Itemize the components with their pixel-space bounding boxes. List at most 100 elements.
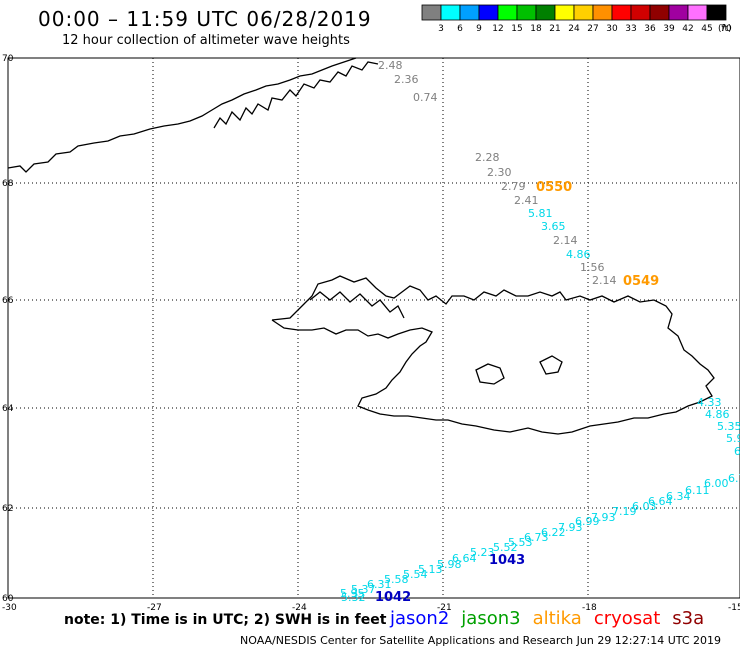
- iceland-westfjords: [309, 291, 405, 319]
- map-frame: [7, 57, 740, 599]
- wave-height-label: 0.74: [413, 91, 438, 104]
- colorbar-swatch: [611, 4, 632, 21]
- wave-height-label: 5.58: [384, 573, 409, 586]
- wave-height-label: 7.93: [558, 521, 583, 534]
- iceland-coastline: [271, 275, 715, 435]
- colorbar-swatch: [421, 4, 442, 21]
- wave-height-label: 4.33: [697, 396, 722, 409]
- colorbar-swatch: [706, 4, 727, 21]
- colorbar-unit: (ft): [718, 24, 732, 34]
- wave-height-label: 6.73: [524, 531, 549, 544]
- wave-height-label: 5.95: [340, 587, 365, 600]
- page-subtitle: 12 hour collection of altimeter wave hei…: [62, 33, 350, 48]
- colorbar-legend: 3 6 9 12 15 18 21 24 27 30 33 36 39 42 45 70(ft): [421, 4, 732, 34]
- colorbar-swatch: [573, 4, 594, 21]
- lat-tick-label: 70: [2, 54, 14, 64]
- pass-time-labels: 0550 0549 1043 1042: [375, 180, 659, 605]
- greenland-coastline: [7, 57, 357, 173]
- colorbar-tick-label: 6: [457, 24, 463, 34]
- pass-time-label: 0549: [623, 274, 659, 289]
- wave-height-label: 2.14: [553, 234, 578, 247]
- satellite-legend-item: cryosat: [593, 608, 661, 629]
- wave-height-label: 2.30: [487, 166, 512, 179]
- lat-tick-label: 60: [2, 594, 14, 604]
- wave-height-label: 6.00: [704, 477, 729, 490]
- colorbar-swatch: [516, 4, 537, 21]
- iceland-lake: [475, 363, 505, 385]
- wave-height-label: 5.52: [493, 541, 518, 554]
- wave-height-label: 3.65: [541, 220, 566, 233]
- coastline: [7, 57, 715, 435]
- lon-tick-label: -15: [728, 603, 740, 613]
- wave-height-label: 2.36: [394, 73, 419, 86]
- lon-tick-label: -30: [2, 603, 17, 613]
- colorbar-tick-label: 3: [438, 24, 444, 34]
- greenland-inlets: [213, 61, 379, 129]
- wave-height-label: 5.98: [437, 558, 462, 571]
- colorbar-tick-label: 24: [568, 24, 580, 34]
- wave-height-label: 2.14: [592, 274, 617, 287]
- wave-height-label: 5.81: [528, 207, 553, 220]
- lat-tick-label: 66: [2, 296, 14, 306]
- satellite-legend-item: jason2: [390, 608, 450, 629]
- wave-height-label: 7.93: [591, 511, 616, 524]
- colorbar-swatch: [687, 4, 708, 21]
- wave-height-label: 5.54: [403, 568, 428, 581]
- axis-labels: 70 68 66 64 62 60-30 -27 -24 -21 -18 -15: [2, 54, 740, 613]
- colorbar-swatch: [668, 4, 689, 21]
- wave-height-label: 5.13: [418, 563, 443, 576]
- lon-tick-label: -27: [147, 603, 162, 613]
- colorbar-tick-label: 9: [476, 24, 482, 34]
- colorbar-tick-label: 15: [511, 24, 522, 34]
- colorbar-swatch: [630, 4, 651, 21]
- lon-tick-label: -21: [437, 603, 452, 613]
- wave-height-label: 2.48: [378, 59, 403, 72]
- colorbar-swatch: [478, 4, 499, 21]
- wave-height-label: 5.9: [726, 432, 740, 445]
- wave-height-label: 6.11: [685, 484, 710, 497]
- wave-height-label: 4.86: [705, 408, 730, 421]
- lat-tick-label: 68: [2, 179, 14, 189]
- lon-tick-label: -24: [292, 603, 307, 613]
- wave-height-label: 2.79: [501, 180, 526, 193]
- colorbar-tick-label: 12: [492, 24, 503, 34]
- wave-height-label: 7.19: [612, 505, 637, 518]
- pass-time-label: 0550: [536, 180, 572, 195]
- wave-height-label: 5.23: [470, 546, 495, 559]
- wave-height-label: 6.03: [632, 500, 657, 513]
- wave-height-label: 5.35: [717, 420, 740, 433]
- footer-credit: NOAA/NESDIS Center for Satellite Applica…: [240, 634, 722, 647]
- wave-height-label: 4.86: [566, 248, 591, 261]
- wave-height-label: 2.28: [475, 151, 500, 164]
- satellite-legend-item: jason3: [461, 608, 521, 629]
- satellite-legend-item: s3a: [672, 608, 705, 629]
- colorbar-tick-label: 39: [663, 24, 675, 34]
- wave-height-label: 6.34: [666, 490, 691, 503]
- wave-height-label: 6.22: [541, 526, 566, 539]
- wave-height-label: 6.64: [452, 552, 477, 565]
- wave-height-label: 5.53: [508, 536, 533, 549]
- pass-time-label: 1043: [489, 553, 525, 568]
- wave-height-label: 6.64: [648, 495, 673, 508]
- observation-labels: 2.482.360.742.282.302.792.415.813.652.14…: [340, 59, 740, 604]
- colorbar-swatch: [440, 4, 461, 21]
- iceland-glacier: [539, 355, 563, 375]
- colorbar-tick-label: 33: [625, 24, 636, 34]
- colorbar-tick-label: 36: [644, 24, 656, 34]
- colorbar-tick-label: 30: [606, 24, 618, 34]
- colorbar-swatch: [554, 4, 575, 21]
- lat-tick-label: 64: [2, 404, 14, 414]
- colorbar-swatch: [592, 4, 613, 21]
- colorbar-swatch: [497, 4, 518, 21]
- colorbar-tick-label: 70: [720, 24, 732, 34]
- page-title: 00:00 – 11:59 UTC 06/28/2019: [38, 7, 372, 31]
- wave-height-label: 5.37: [351, 583, 376, 596]
- pass-time-label: 1042: [375, 590, 411, 605]
- lon-tick-label: -18: [582, 603, 597, 613]
- wave-height-label: 6.31: [367, 578, 392, 591]
- wave-height-label: 5.32: [341, 591, 366, 604]
- colorbar-tick-label: 45: [701, 24, 712, 34]
- wave-height-label: 6.76: [728, 472, 740, 485]
- colorbar-tick-label: 21: [549, 24, 560, 34]
